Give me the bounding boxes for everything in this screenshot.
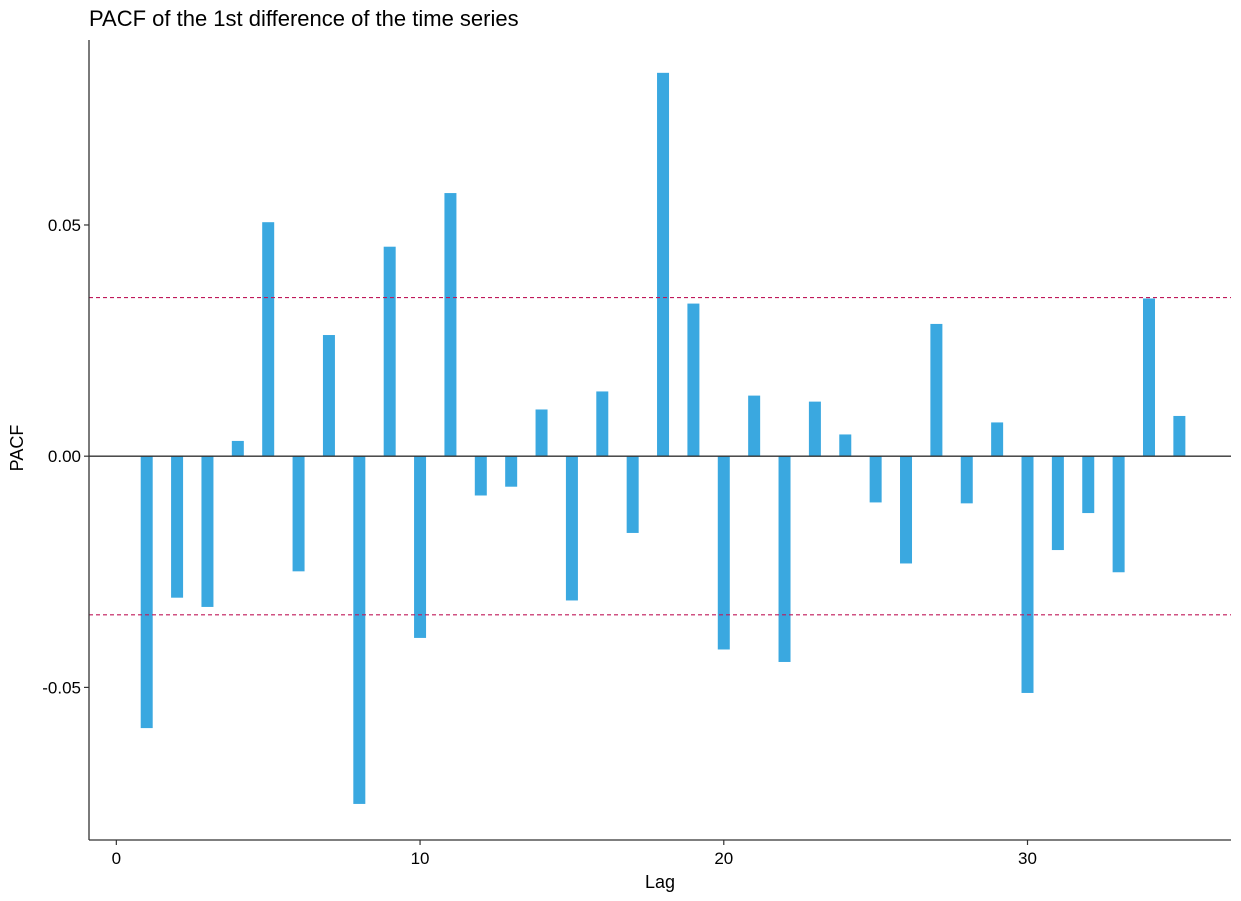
pacf-bar-lag-25	[869, 456, 882, 503]
pacf-bar-lag-5	[262, 222, 275, 457]
pacf-bar-lag-13	[505, 456, 518, 487]
pacf-bar-lag-7	[322, 335, 335, 457]
x-tick-label: 0	[112, 849, 121, 868]
pacf-bar-lag-16	[596, 391, 609, 457]
y-axis-label: PACF	[7, 425, 27, 472]
pacf-bar-lag-8	[353, 456, 366, 804]
pacf-bar-lag-9	[383, 246, 396, 457]
pacf-bar-lag-33	[1112, 456, 1125, 573]
pacf-bar-lag-15	[565, 456, 578, 601]
chart-title: PACF of the 1st difference of the time s…	[89, 6, 519, 31]
pacf-bar-lag-28	[960, 456, 973, 504]
pacf-bar-lag-22	[778, 456, 791, 662]
pacf-bar-lag-23	[808, 401, 821, 457]
pacf-bar-lag-12	[474, 456, 487, 496]
pacf-bar-lag-19	[687, 303, 700, 457]
pacf-bar-lag-34	[1142, 298, 1155, 457]
pacf-bar-lag-17	[626, 456, 639, 533]
y-tick-label: 0.00	[48, 447, 81, 466]
pacf-bar-lag-27	[930, 323, 943, 457]
x-tick-label: 30	[1018, 849, 1037, 868]
pacf-bar-lag-4	[231, 440, 244, 457]
x-axis-label: Lag	[645, 872, 675, 892]
pacf-bar-lag-20	[717, 456, 730, 650]
pacf-bar-lag-11	[444, 193, 457, 457]
pacf-bar-lag-26	[900, 456, 913, 564]
y-tick-label: 0.05	[48, 216, 81, 235]
pacf-bar-lag-31	[1051, 456, 1064, 551]
pacf-bar-lag-14	[535, 409, 548, 457]
pacf-bar-lag-24	[839, 434, 852, 457]
pacf-bar-lag-10	[414, 456, 427, 638]
x-tick-label: 20	[714, 849, 733, 868]
pacf-bar-lag-35	[1173, 415, 1186, 457]
pacf-bar-lag-21	[748, 395, 761, 457]
plot-area: 0 10 20 30 -0.05 0.00 0.05	[42, 40, 1231, 868]
pacf-bar-lag-6	[292, 456, 305, 572]
x-tick-label: 10	[411, 849, 430, 868]
pacf-bar-lag-30	[1021, 456, 1034, 693]
pacf-bar-lag-1	[140, 456, 153, 729]
pacf-bar-lag-32	[1082, 456, 1095, 514]
pacf-bar-lag-2	[171, 456, 184, 598]
pacf-bar-lag-18	[657, 72, 670, 457]
pacf-bar-lag-29	[991, 422, 1004, 457]
y-tick-label: -0.05	[42, 678, 81, 697]
pacf-bar-lag-3	[201, 456, 214, 607]
